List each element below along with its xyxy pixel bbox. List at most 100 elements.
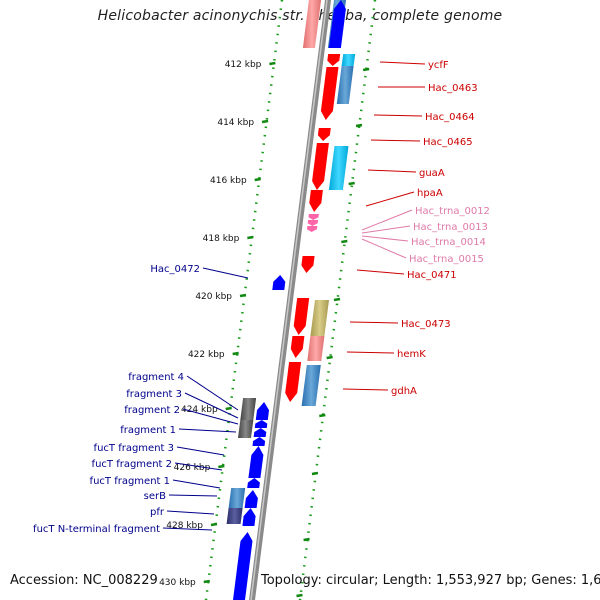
cds-reverse [247, 478, 260, 488]
label-leader-line [162, 527, 213, 531]
map-title: Helicobacter acinonychis str. Sheeba, co… [97, 8, 503, 24]
gene-label-reverse: Hac_0472 [150, 264, 200, 275]
scale-tick [232, 351, 239, 356]
label-leader-line [373, 114, 423, 117]
cds-reverse [272, 275, 286, 290]
scale-tick [203, 579, 210, 584]
scale-tick-label: 412 kbp [225, 60, 262, 70]
scale-tick-label: 418 kbp [203, 234, 240, 244]
scale-tick-label: 426 kbp [174, 463, 211, 473]
trna-gene [306, 226, 318, 232]
label-leader-line [178, 428, 237, 433]
scale-tick [218, 464, 225, 469]
label-leader-line [346, 351, 395, 354]
trna-gene [308, 214, 319, 220]
label-leader-line [182, 408, 239, 425]
cds-reverse [254, 420, 268, 428]
label-leader-line [174, 462, 223, 471]
minor-tick [362, 67, 370, 72]
cds-reverse [233, 532, 253, 600]
label-leader-line [365, 191, 415, 207]
scale-tick-label: 414 kbp [217, 118, 254, 128]
cds-reverse [253, 428, 267, 437]
minor-tick [311, 471, 319, 476]
scale-tick-label: 428 kbp [166, 521, 203, 531]
gene-label-forward: gdhA [391, 386, 417, 397]
cds-forward [317, 128, 331, 141]
scale-tick-label: 424 kbp [181, 405, 218, 415]
scale-tick-label: 416 kbp [210, 176, 247, 186]
label-leader-line [356, 269, 405, 275]
minor-tick [303, 537, 310, 542]
scale-tick [210, 522, 218, 527]
gene-label-reverse: pfr [150, 507, 165, 518]
cds-forward [312, 143, 329, 190]
minor-tick [296, 593, 303, 598]
gene-label-reverse: fragment 2 [124, 405, 180, 416]
label-leader-line [166, 510, 215, 515]
genome-backbone-highlight [250, 0, 328, 600]
gene-label-reverse: fragment 1 [120, 425, 176, 436]
cds-forward [290, 336, 305, 358]
label-leader-line [172, 479, 221, 489]
cds-reverse [248, 446, 264, 478]
label-leader-line [184, 392, 239, 419]
minor-tick [341, 239, 348, 244]
gene-label-forward: ycfF [428, 60, 449, 71]
cog-box [310, 300, 329, 336]
label-leader-line [202, 267, 249, 279]
gene-label-forward: Hac_0471 [407, 270, 457, 281]
minor-tick [326, 355, 333, 360]
gene-label-forward: Hac_trna_0013 [413, 222, 488, 233]
cds-reverse [255, 402, 269, 420]
cds-forward [301, 256, 315, 273]
cog-box [226, 508, 243, 524]
gene-label-forward: Hac_0463 [428, 83, 478, 94]
gene-label-reverse: serB [144, 491, 166, 502]
cog-box [307, 336, 325, 361]
cds-reverse [252, 437, 266, 446]
minor-tick [333, 297, 341, 302]
cog-box [341, 54, 356, 66]
cog-box [336, 66, 354, 104]
scale-tick [225, 406, 232, 411]
scale-tick-label: 430 kbp [159, 578, 196, 588]
cog-box [240, 398, 257, 420]
gene-label-forward: Hac_trna_0015 [409, 254, 484, 265]
scale-tick [247, 235, 254, 240]
cog-box [238, 420, 254, 438]
label-leader-line [361, 235, 409, 242]
cog-box [228, 488, 246, 508]
gene-label-reverse: fragment 4 [128, 372, 184, 383]
accession-text: Accession: NC_008229 [10, 573, 158, 588]
label-leader-line [186, 375, 239, 411]
scale-tick-label: 420 kbp [195, 292, 232, 302]
gene-label-forward: Hac_0473 [401, 319, 451, 330]
cds-forward [293, 298, 310, 335]
gene-label-forward: hemK [397, 349, 426, 360]
cds-forward [327, 54, 341, 66]
label-leader-line [168, 494, 218, 497]
label-leader-line [176, 446, 225, 456]
label-leader-line [361, 225, 411, 234]
scale-tick-label: 422 kbp [188, 350, 225, 360]
cds-reverse [328, 0, 346, 48]
minor-tick [319, 413, 326, 418]
gene-label-reverse: fucT fragment 2 [92, 459, 172, 470]
gene-label-reverse: fucT N-terminal fragment [33, 524, 160, 535]
minor-tick [355, 123, 363, 128]
gene-label-forward: guaA [419, 168, 445, 179]
minor-tick [348, 181, 355, 186]
gene-label-forward: Hac_trna_0014 [411, 237, 486, 248]
gene-label-reverse: fucT fragment 3 [94, 443, 174, 454]
label-leader-line [367, 169, 417, 173]
genome-summary-text: Topology: circular; Length: 1,553,927 bp… [261, 573, 600, 588]
label-leader-line [379, 61, 426, 65]
trna-gene [307, 220, 319, 226]
label-leader-line [349, 321, 399, 324]
cog-box [328, 146, 349, 190]
scale-tick [254, 177, 261, 182]
scale-tick [261, 119, 269, 124]
cds-reverse [242, 508, 256, 526]
